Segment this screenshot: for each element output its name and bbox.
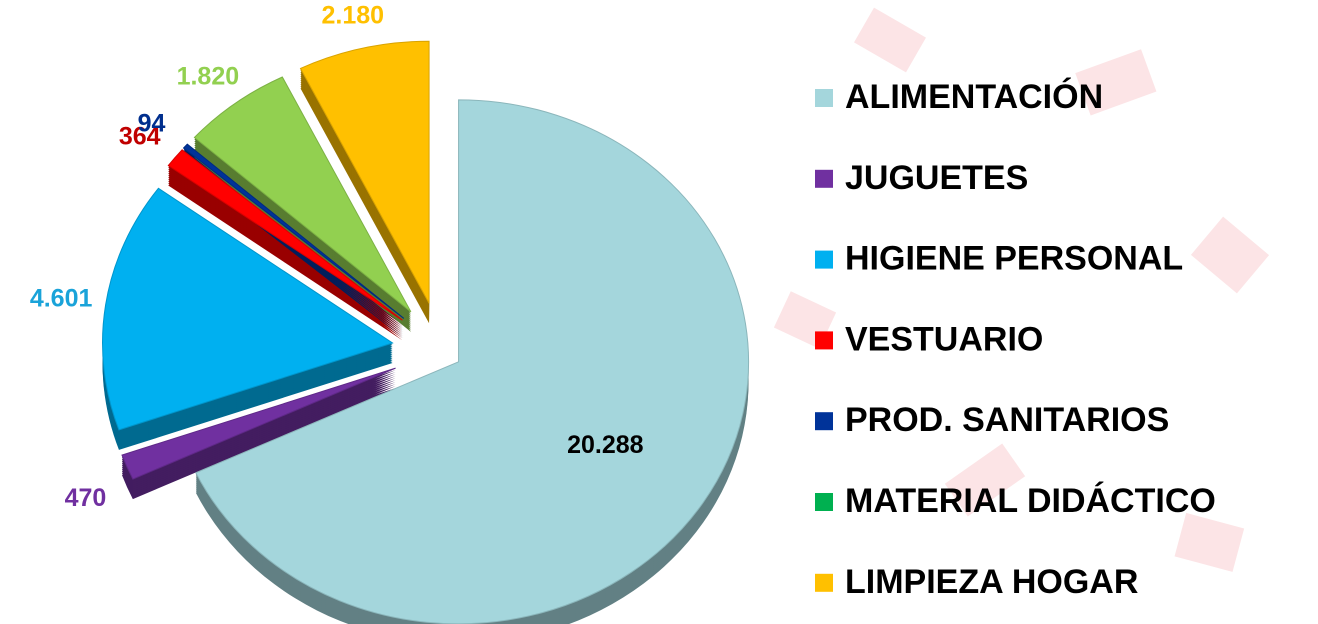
background <box>773 7 1270 572</box>
legend-label: PROD. SANITARIOS <box>845 401 1169 439</box>
legend-swatch <box>815 250 833 269</box>
data-label: 2.180 <box>322 2 385 30</box>
slice <box>299 40 430 304</box>
slice <box>102 187 394 431</box>
legend-label: ALIMENTACIÓN <box>845 78 1103 116</box>
legend-label: HIGIENE PERSONAL <box>845 240 1183 278</box>
slice <box>195 99 750 624</box>
slice <box>193 76 412 313</box>
data-label: 94 <box>138 110 166 138</box>
legend-label: MATERIAL DIDÁCTICO <box>845 482 1216 520</box>
legend-swatch <box>815 412 833 431</box>
slice <box>167 149 403 321</box>
data-label: 364 <box>119 122 161 150</box>
legend-swatch <box>815 573 833 592</box>
legend-swatch <box>815 169 833 188</box>
slice <box>182 143 405 319</box>
legend-swatch <box>815 89 833 107</box>
data-label: 1.820 <box>177 63 240 91</box>
legend-swatch <box>815 331 833 350</box>
legend-swatch <box>815 493 833 511</box>
data-label: 470 <box>65 484 107 512</box>
legend-label: VESTUARIO <box>845 320 1043 358</box>
slice <box>121 367 396 480</box>
data-label: 20.288 <box>567 431 644 459</box>
legend-label: JUGUETES <box>845 159 1028 197</box>
legend-label: LIMPIEZA HOGAR <box>845 563 1138 601</box>
data-label: 4.601 <box>30 285 93 313</box>
